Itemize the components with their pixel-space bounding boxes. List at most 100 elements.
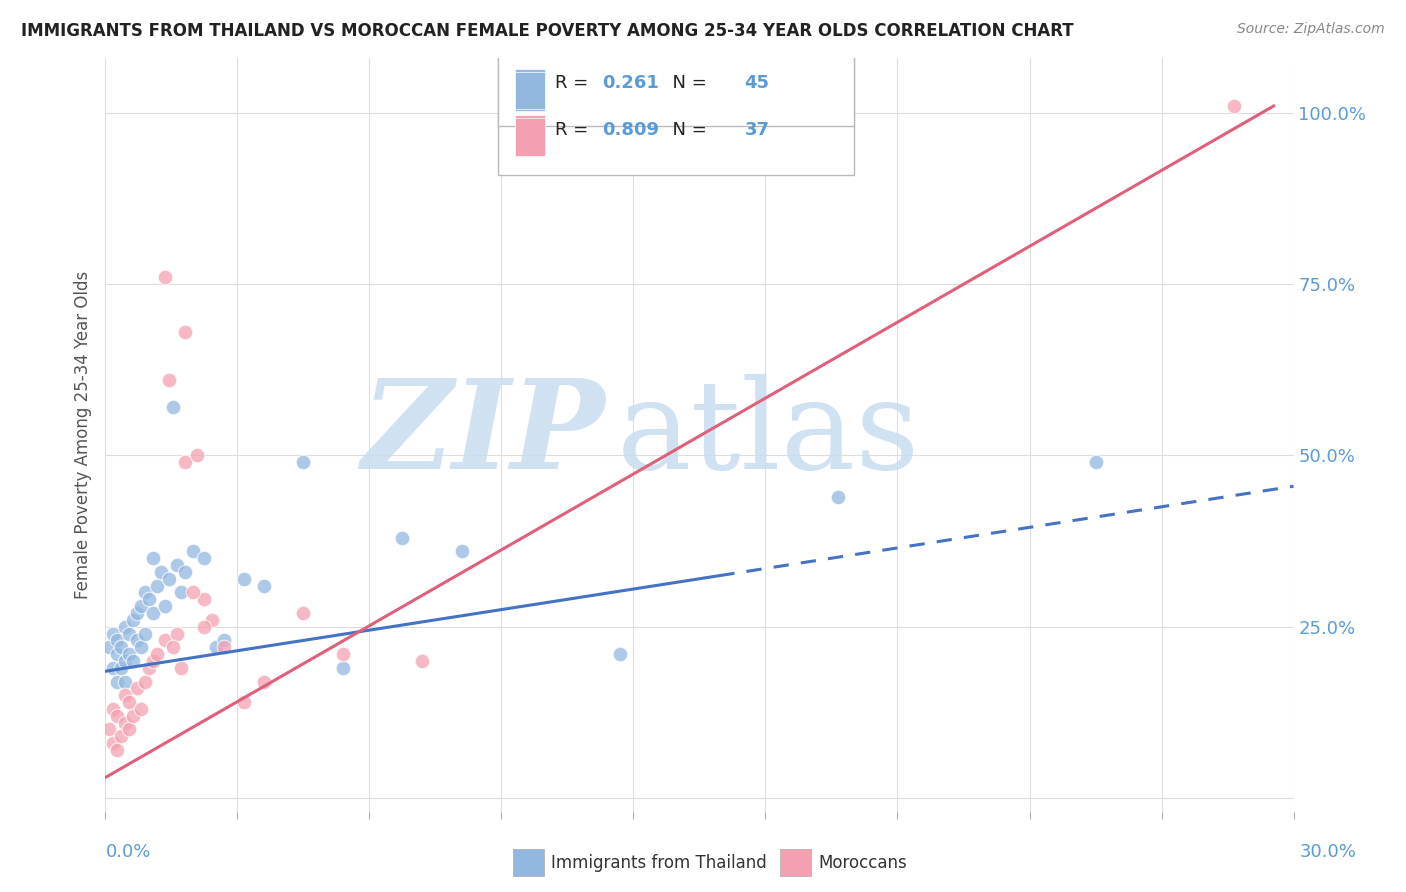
Text: IMMIGRANTS FROM THAILAND VS MOROCCAN FEMALE POVERTY AMONG 25-34 YEAR OLDS CORREL: IMMIGRANTS FROM THAILAND VS MOROCCAN FEM… [21, 22, 1074, 40]
Point [127, 606, 149, 620]
Point [118, 695, 141, 709]
Point [110, 730, 132, 744]
Text: 0.261: 0.261 [602, 74, 659, 92]
Point [170, 661, 193, 675]
Point [127, 633, 149, 648]
Point [193, 551, 215, 566]
Point [103, 702, 125, 716]
Point [205, 640, 228, 655]
FancyBboxPatch shape [516, 114, 546, 156]
Point [98, 640, 121, 655]
Text: atlas: atlas [616, 375, 920, 495]
Point [1223, 99, 1246, 113]
Point [114, 688, 136, 702]
Text: 45: 45 [745, 74, 769, 92]
Text: R =: R = [554, 120, 593, 138]
Point [118, 647, 141, 661]
Point [110, 640, 132, 655]
Y-axis label: Female Poverty Among 25-34 Year Olds: Female Poverty Among 25-34 Year Olds [73, 271, 91, 599]
Point [142, 606, 165, 620]
Point [214, 633, 236, 648]
Point [162, 640, 184, 655]
Text: N =: N = [661, 74, 713, 92]
Text: 30.0%: 30.0% [1301, 843, 1357, 861]
Point [450, 544, 472, 558]
Text: 0.809: 0.809 [602, 120, 659, 138]
Point [609, 647, 631, 661]
Point [134, 585, 156, 599]
Point [153, 270, 176, 285]
Point [122, 708, 145, 723]
Point [233, 572, 256, 586]
Point [201, 613, 224, 627]
Point [173, 455, 195, 469]
Point [170, 585, 193, 599]
Point [103, 736, 125, 750]
Point [122, 654, 145, 668]
Point [149, 565, 172, 579]
Point [332, 647, 354, 661]
Point [157, 373, 180, 387]
Point [253, 578, 276, 592]
Point [214, 640, 236, 655]
FancyBboxPatch shape [516, 71, 546, 109]
Point [173, 325, 195, 339]
Point [129, 599, 152, 614]
Point [162, 401, 184, 415]
Point [127, 681, 149, 696]
Point [134, 626, 156, 640]
Point [391, 531, 413, 545]
FancyBboxPatch shape [498, 51, 853, 126]
Point [114, 674, 136, 689]
Point [1084, 455, 1107, 469]
Point [114, 654, 136, 668]
Point [166, 558, 188, 572]
Point [105, 708, 128, 723]
Point [138, 661, 160, 675]
Point [153, 599, 176, 614]
Point [114, 620, 136, 634]
Point [292, 606, 315, 620]
Point [827, 490, 849, 504]
FancyBboxPatch shape [498, 43, 853, 175]
Point [98, 723, 121, 737]
Point [122, 613, 145, 627]
Point [193, 592, 215, 607]
Text: R =: R = [554, 74, 593, 92]
Point [411, 654, 433, 668]
Point [153, 633, 176, 648]
Text: 0.0%: 0.0% [105, 843, 150, 861]
Point [103, 661, 125, 675]
Point [129, 702, 152, 716]
Point [181, 585, 204, 599]
Point [134, 674, 156, 689]
Text: ZIP: ZIP [361, 374, 605, 496]
Point [138, 592, 160, 607]
Text: Moroccans: Moroccans [818, 854, 907, 871]
Point [129, 640, 152, 655]
FancyBboxPatch shape [516, 119, 546, 156]
Point [105, 674, 128, 689]
Text: Immigrants from Thailand: Immigrants from Thailand [551, 854, 766, 871]
Point [118, 723, 141, 737]
Text: 37: 37 [745, 120, 769, 138]
Point [142, 551, 165, 566]
Point [105, 633, 128, 648]
Point [146, 647, 169, 661]
Point [332, 661, 354, 675]
Point [173, 565, 195, 579]
Point [105, 647, 128, 661]
Point [142, 654, 165, 668]
Point [181, 544, 204, 558]
Point [186, 449, 208, 463]
Point [146, 578, 169, 592]
Text: Source: ZipAtlas.com: Source: ZipAtlas.com [1237, 22, 1385, 37]
Point [233, 695, 256, 709]
Point [193, 620, 215, 634]
Point [166, 626, 188, 640]
Point [110, 661, 132, 675]
Point [114, 715, 136, 730]
Text: N =: N = [661, 120, 713, 138]
FancyBboxPatch shape [516, 70, 546, 111]
Point [157, 572, 180, 586]
